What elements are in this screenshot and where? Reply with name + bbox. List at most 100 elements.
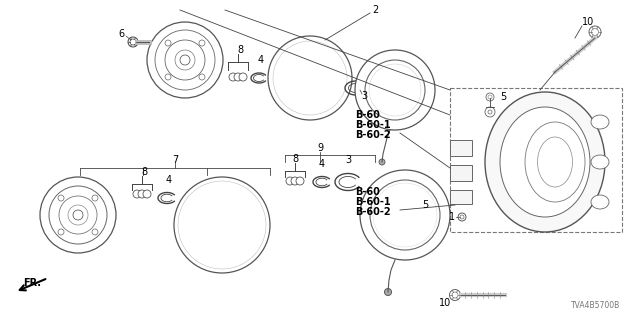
Circle shape [138,190,146,198]
Text: 5: 5 [422,200,428,210]
Circle shape [286,177,294,185]
Circle shape [206,209,238,241]
Circle shape [92,195,98,201]
Circle shape [382,192,428,238]
Circle shape [130,39,136,45]
Circle shape [301,69,319,87]
Ellipse shape [538,137,573,187]
Circle shape [239,73,247,81]
Text: 4: 4 [166,175,172,185]
Circle shape [591,28,598,36]
Circle shape [394,204,416,226]
Circle shape [268,36,352,120]
Circle shape [178,181,266,269]
Circle shape [285,53,335,103]
Ellipse shape [525,122,585,202]
Text: 1: 1 [449,212,455,222]
Circle shape [133,190,141,198]
Circle shape [393,88,397,92]
Circle shape [381,76,409,104]
Circle shape [433,195,437,199]
Circle shape [73,210,83,220]
Text: 3: 3 [345,155,351,165]
Text: 2: 2 [372,5,378,15]
Circle shape [229,73,237,81]
Circle shape [273,41,347,115]
Text: 10: 10 [439,298,451,308]
Text: 4: 4 [319,159,325,169]
Circle shape [397,207,413,223]
Circle shape [174,177,270,273]
Ellipse shape [591,155,609,169]
Bar [450,88,622,232]
Circle shape [488,110,492,114]
Circle shape [488,95,492,99]
Text: FR.: FR. [23,278,41,288]
Text: 8: 8 [237,45,243,55]
Circle shape [186,189,258,261]
Circle shape [198,201,246,249]
Circle shape [305,73,315,83]
Text: 5: 5 [500,92,506,102]
Circle shape [291,177,299,185]
Circle shape [68,205,88,225]
Ellipse shape [500,107,590,217]
Circle shape [49,186,107,244]
Circle shape [390,85,400,95]
Text: 6: 6 [118,29,124,39]
Circle shape [281,49,339,107]
Circle shape [128,37,138,47]
Text: B-60-2: B-60-2 [355,207,390,217]
Circle shape [400,210,410,220]
Circle shape [485,107,495,117]
Circle shape [214,217,230,233]
Text: 7: 7 [172,155,178,165]
Circle shape [378,73,412,107]
Circle shape [382,192,428,238]
Text: TVA4B5700B: TVA4B5700B [571,301,620,310]
Circle shape [297,65,323,91]
Circle shape [165,74,171,80]
Circle shape [194,197,250,253]
Ellipse shape [591,115,609,129]
Circle shape [379,189,431,241]
Circle shape [196,199,248,251]
Circle shape [40,177,116,253]
Text: 8: 8 [141,167,147,177]
Text: B-60: B-60 [355,187,380,197]
Circle shape [355,50,435,130]
Circle shape [365,60,425,120]
Circle shape [278,46,342,110]
Bar [450,165,472,181]
Circle shape [234,73,242,81]
Text: 9: 9 [317,143,323,153]
Ellipse shape [591,195,609,209]
Ellipse shape [485,92,605,232]
Text: B-60: B-60 [355,110,380,120]
Circle shape [147,22,223,98]
Circle shape [184,187,260,263]
Circle shape [190,193,254,257]
Circle shape [431,193,439,201]
Circle shape [376,186,434,244]
Circle shape [58,195,64,201]
Circle shape [59,196,97,234]
Bar [450,190,472,204]
Circle shape [92,229,98,235]
Text: B-60-2: B-60-2 [355,130,390,140]
Circle shape [296,177,304,185]
Circle shape [369,64,421,116]
Circle shape [182,185,262,265]
Circle shape [384,79,406,101]
Circle shape [460,215,464,219]
Circle shape [180,55,190,65]
Circle shape [288,56,332,100]
Circle shape [210,213,234,237]
Circle shape [372,67,418,113]
Circle shape [385,289,392,295]
Circle shape [452,292,458,298]
Text: B-60-1: B-60-1 [355,197,390,207]
Text: 3: 3 [361,91,367,101]
Circle shape [375,70,415,110]
Circle shape [58,229,64,235]
